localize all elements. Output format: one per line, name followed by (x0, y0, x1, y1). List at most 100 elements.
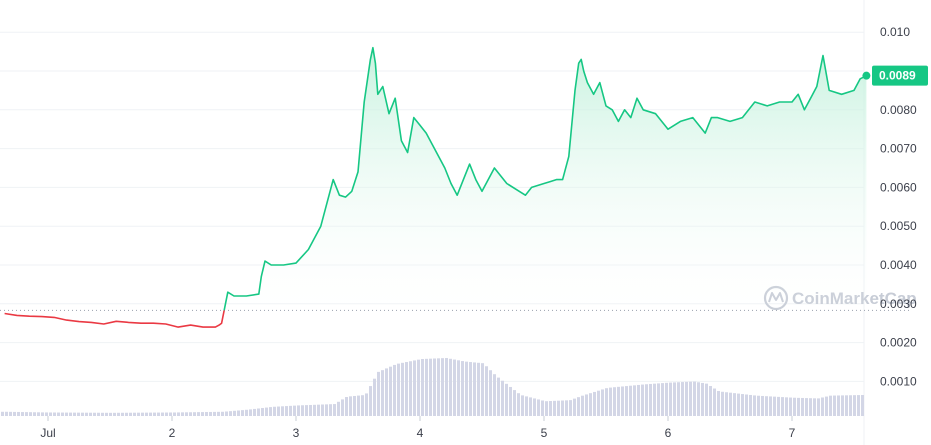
volume-bar (489, 370, 492, 416)
volume-bar (193, 412, 196, 416)
volume-bar (357, 395, 360, 416)
volume-bar (685, 381, 688, 416)
volume-bar (13, 411, 16, 416)
volume-bar (173, 412, 176, 416)
volume-bar (813, 398, 816, 416)
volume-bar (221, 411, 224, 416)
volume-bar (721, 391, 724, 416)
volume-bar (425, 358, 428, 416)
volume-bar (293, 405, 296, 416)
volume-bar (513, 390, 516, 416)
volume-bar (361, 395, 364, 416)
volume-bar (469, 362, 472, 416)
volume-bar (129, 412, 132, 416)
volume-bar (433, 358, 436, 416)
volume-bar (113, 412, 116, 416)
volume-bar (725, 392, 728, 416)
volume-bar (785, 397, 788, 416)
volume-bar (153, 412, 156, 416)
volume-bar (369, 386, 372, 416)
volume-bar (737, 393, 740, 416)
volume-bar (41, 412, 44, 416)
volume-bar (29, 412, 32, 416)
volume-bar (61, 412, 64, 416)
volume-bar (181, 412, 184, 416)
volume-bar (857, 395, 860, 416)
volume-bars (1, 358, 864, 416)
y-tick-label: 0.0080 (880, 103, 917, 117)
price-tag-label: 0.0089 (879, 69, 916, 83)
y-tick-label: 0.0050 (880, 219, 917, 233)
volume-bar (597, 390, 600, 416)
volume-bar (125, 412, 128, 416)
volume-bar (653, 383, 656, 416)
volume-bar (453, 359, 456, 416)
y-tick-label: 0.0030 (880, 297, 917, 311)
y-tick-label: 0.0070 (880, 142, 917, 156)
volume-bar (353, 395, 356, 416)
volume-bar (581, 395, 584, 416)
volume-bar (277, 406, 280, 416)
volume-bar (825, 396, 828, 416)
volume-bar (613, 387, 616, 416)
volume-bar (641, 384, 644, 416)
volume-bar (309, 404, 312, 416)
volume-bar (661, 383, 664, 416)
volume-bar (573, 398, 576, 416)
volume-bar (853, 395, 856, 416)
volume-bar (553, 400, 556, 416)
volume-bar (57, 412, 60, 416)
volume-bar (9, 411, 12, 416)
volume-bar (697, 382, 700, 416)
volume-bar (69, 412, 72, 416)
volume-bar (601, 389, 604, 416)
volume-bar (557, 400, 560, 416)
volume-bar (405, 362, 408, 416)
volume-bar (105, 412, 108, 416)
volume-bar (817, 398, 820, 416)
volume-bar (441, 358, 444, 416)
volume-bar (281, 406, 284, 416)
volume-bar (261, 408, 264, 416)
volume-bar (449, 358, 452, 416)
volume-bar (25, 412, 28, 416)
area-fill-above (224, 47, 867, 311)
volume-bar (17, 411, 20, 416)
volume-bar (549, 401, 552, 416)
volume-bar (617, 386, 620, 416)
y-tick-label: 0.0060 (880, 180, 917, 194)
volume-bar (781, 397, 784, 416)
volume-bar (65, 412, 68, 416)
volume-bar (37, 412, 40, 416)
volume-bar (741, 394, 744, 416)
volume-bar (841, 395, 844, 416)
volume-bar (705, 383, 708, 416)
volume-bar (461, 361, 464, 416)
volume-bar (1, 411, 4, 416)
volume-bar (577, 397, 580, 416)
volume-bar (537, 399, 540, 416)
volume-bar (769, 396, 772, 416)
volume-bar (409, 361, 412, 416)
volume-bar (85, 412, 88, 416)
y-tick-label: 0.0010 (880, 374, 917, 388)
volume-bar (117, 412, 120, 416)
volume-bar (177, 412, 180, 416)
volume-bar (701, 382, 704, 416)
volume-bar (753, 395, 756, 416)
volume-bar (337, 401, 340, 416)
volume-bar (757, 395, 760, 416)
volume-bar (669, 382, 672, 416)
volume-bar (689, 381, 692, 416)
volume-bar (345, 397, 348, 416)
volume-bar (565, 400, 568, 416)
y-tick-label: 0.010 (880, 25, 910, 39)
volume-bar (297, 405, 300, 416)
volume-bar (329, 404, 332, 416)
volume-bar (289, 405, 292, 416)
volume-bar (229, 411, 232, 416)
volume-bar (133, 412, 136, 416)
volume-bar (745, 394, 748, 416)
volume-bar (481, 363, 484, 416)
